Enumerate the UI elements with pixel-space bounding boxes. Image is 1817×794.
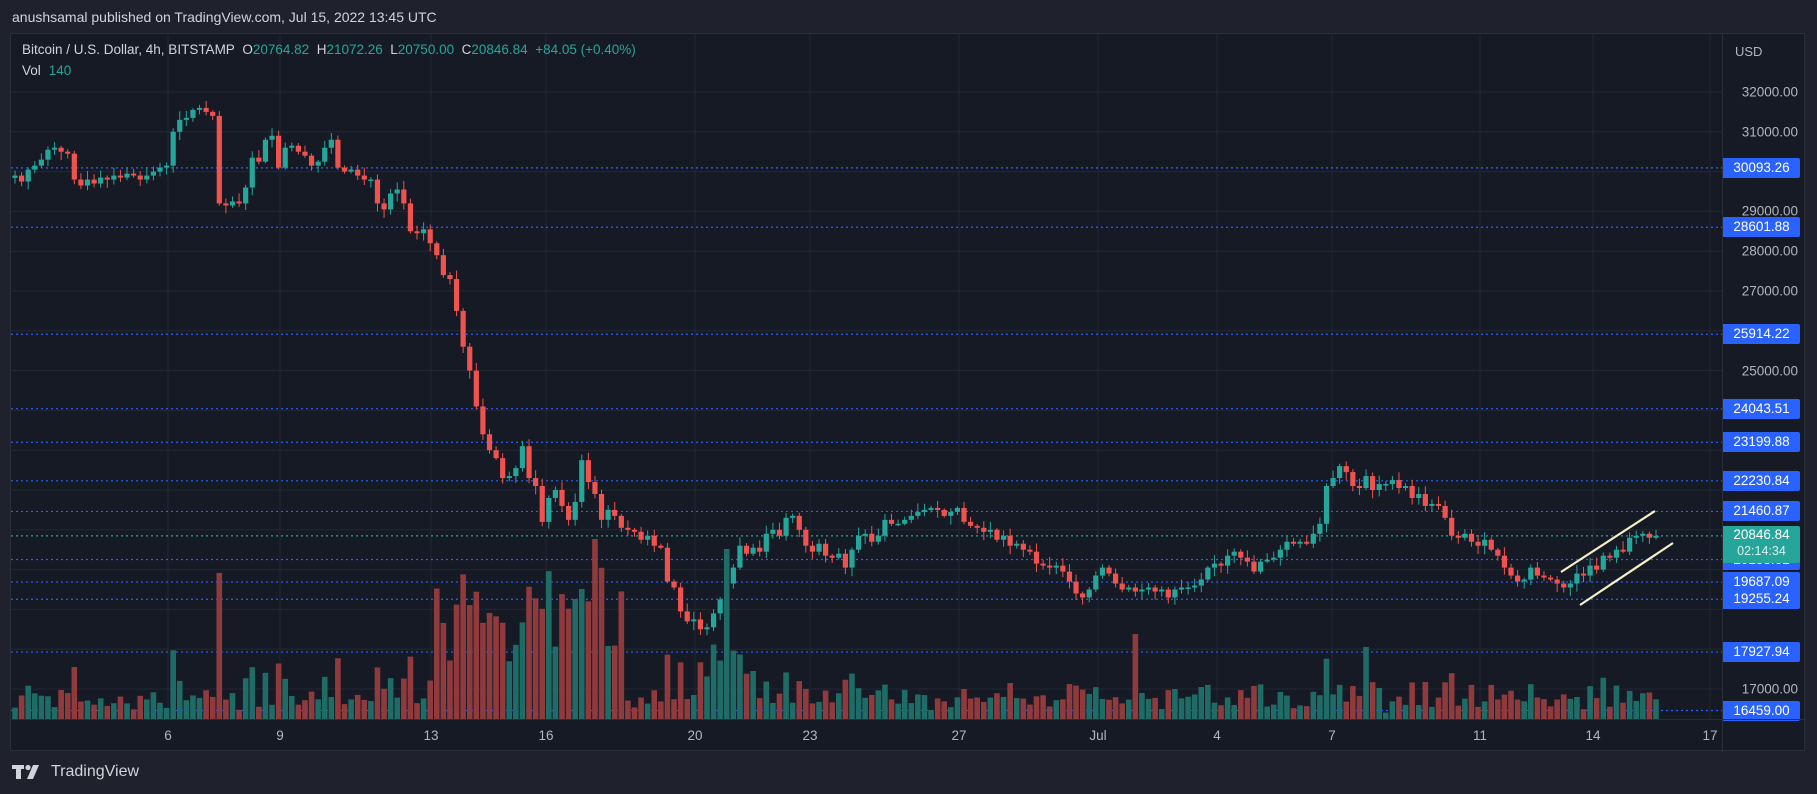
close-value: 20846.84 [471, 42, 528, 57]
level-price-tag: 28601.88 [1723, 217, 1800, 238]
publish-line: anushsamal published on TradingView.com,… [12, 9, 437, 25]
level-price-tag: 24043.51 [1723, 398, 1800, 419]
volume-label[interactable]: Vol [22, 63, 41, 78]
time-tick: 14 [1585, 728, 1601, 743]
bar-countdown: 02:14:34 [1737, 543, 1786, 558]
time-tick: 11 [1472, 728, 1488, 743]
level-price-tag: 23199.88 [1723, 432, 1800, 453]
time-tick: 7 [1328, 728, 1336, 743]
time-tick: 20 [687, 728, 703, 743]
time-tick: 23 [802, 728, 818, 743]
time-tick: 27 [951, 728, 967, 743]
time-tick: 9 [276, 728, 284, 743]
level-price-tag: 19687.09 [1723, 572, 1800, 593]
symbol-legend: Bitcoin / U.S. Dollar, 4h, BITSTAMP O207… [22, 42, 636, 57]
axis-corner [1722, 719, 1806, 752]
level-price-tag: 25914.22 [1723, 324, 1800, 345]
level-price-tag: 22230.84 [1723, 470, 1800, 491]
level-price-tag: 19255.24 [1723, 589, 1800, 610]
time-tick: 13 [423, 728, 439, 743]
level-price-tag: 17927.94 [1723, 642, 1800, 663]
candlestick-chart [11, 34, 1722, 719]
symbol-name[interactable]: Bitcoin / U.S. Dollar, 4h, BITSTAMP [22, 42, 235, 57]
level-price-tag: 16459.00 [1723, 700, 1800, 721]
time-tick: Jul [1089, 728, 1107, 743]
brand-name: TradingView [51, 763, 140, 780]
low-value: 20750.00 [397, 42, 455, 57]
chart-panel: Bitcoin / U.S. Dollar, 4h, BITSTAMP O207… [10, 33, 1806, 752]
currency-label: USD [1735, 44, 1763, 59]
time-tick: 6 [164, 728, 172, 743]
time-axis[interactable]: 6 9 13 16 20 23 27 Jul 4 7 11 14 17 [11, 719, 1722, 752]
tradingview-logo: TradingView [12, 763, 139, 781]
price-tick: 25000.00 [1741, 363, 1798, 379]
price-tick: 31000.00 [1741, 124, 1798, 140]
high-value: 21072.26 [326, 42, 383, 57]
time-tick: 16 [538, 728, 554, 743]
open-value: 20764.82 [252, 42, 310, 57]
chart-area[interactable]: Bitcoin / U.S. Dollar, 4h, BITSTAMP O207… [11, 34, 1722, 719]
price-tick: 27000.00 [1741, 283, 1798, 299]
time-tick: 17 [1702, 728, 1718, 743]
time-tick: 4 [1213, 728, 1221, 743]
price-axis[interactable]: USD 32000.00 31000.00 29000.00 28000.00 2700… [1722, 34, 1806, 721]
current-price-tag: 20846.84 02:14:34 [1723, 525, 1800, 563]
level-price-tag: 30093.26 [1723, 157, 1800, 178]
price-tick: 28000.00 [1741, 243, 1798, 259]
price-tick: 17000.00 [1741, 681, 1798, 697]
price-tick: 29000.00 [1741, 203, 1798, 219]
change-value: +84.05 (+0.40%) [535, 42, 636, 57]
level-price-tag: 21460.87 [1723, 501, 1800, 522]
current-price: 20846.84 [1733, 526, 1790, 542]
tradingview-logo-icon [12, 764, 39, 779]
price-tick: 32000.00 [1741, 84, 1798, 100]
volume-legend: Vol 140 [22, 63, 71, 78]
volume-value: 140 [48, 63, 72, 78]
